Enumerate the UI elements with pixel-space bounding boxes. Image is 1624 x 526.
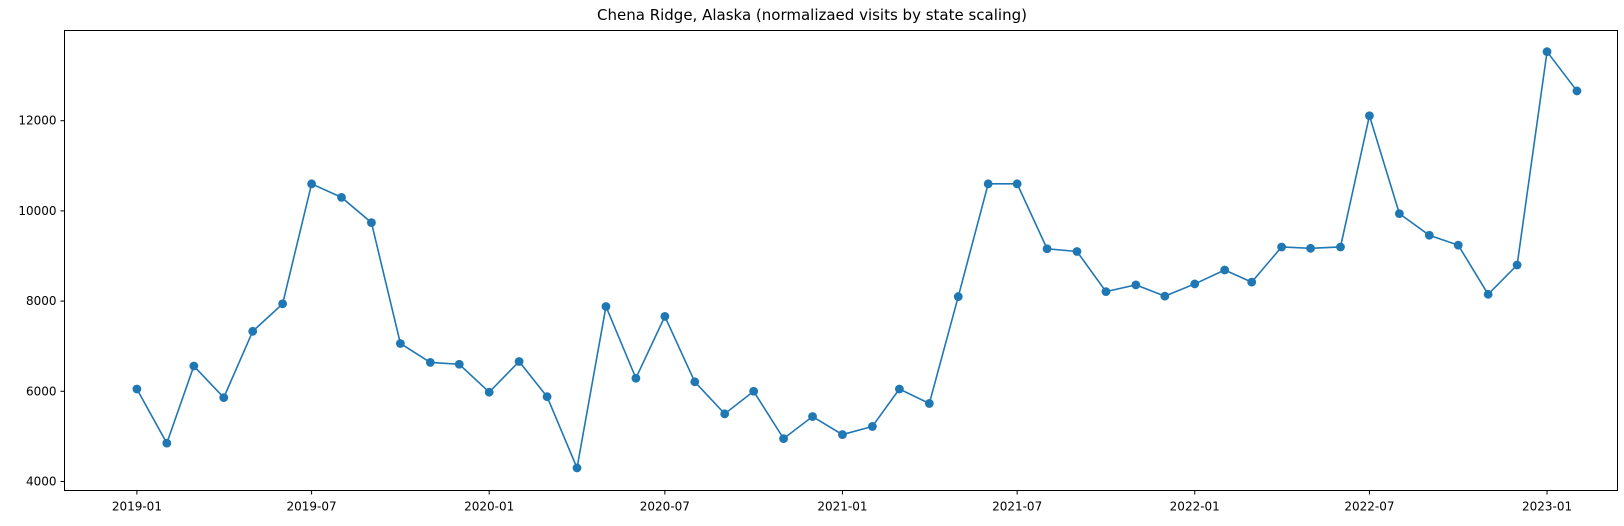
y-tick-label: 4000	[26, 474, 57, 488]
x-tick-label: 2020-01	[464, 500, 514, 514]
data-point	[1072, 247, 1082, 256]
data-point	[278, 299, 288, 309]
x-tick-label: 2022-07	[1344, 500, 1394, 514]
data-point	[1160, 291, 1170, 301]
data-point	[1277, 242, 1287, 252]
data-point	[395, 339, 405, 348]
data-point	[484, 387, 494, 397]
data-point	[542, 392, 552, 402]
data-point	[1572, 86, 1582, 96]
data-point	[1394, 209, 1404, 219]
x-tick-label: 2021-01	[817, 500, 867, 514]
data-point	[660, 312, 670, 321]
data-point	[894, 384, 904, 394]
data-point	[1220, 265, 1230, 275]
data-point	[514, 357, 524, 366]
y-tick-label: 10000	[18, 204, 56, 218]
data-point	[601, 302, 611, 311]
data-point	[1336, 242, 1345, 252]
chart-title: Chena Ridge, Alaska (normalizaed visits …	[597, 6, 1027, 24]
data-point	[953, 292, 963, 301]
data-point	[248, 326, 258, 336]
y-tick-label: 12000	[18, 114, 56, 128]
data-point	[1365, 111, 1374, 121]
x-tick-label: 2023-01	[1522, 500, 1572, 514]
series-line	[136, 49, 1578, 471]
y-tick-label: 8000	[26, 294, 57, 308]
data-point	[425, 358, 435, 367]
data-point	[924, 399, 934, 408]
data-point	[779, 434, 788, 444]
y-tick-label: 6000	[26, 384, 57, 398]
data-point	[690, 377, 700, 387]
data-point	[867, 422, 877, 431]
data-point	[1247, 277, 1257, 287]
data-point	[1012, 179, 1022, 189]
data-point	[1101, 287, 1111, 297]
data-point	[219, 393, 229, 402]
data-point	[454, 359, 464, 369]
x-tick-label: 2022-01	[1170, 500, 1220, 514]
x-tick-label: 2021-07	[992, 500, 1042, 514]
data-point	[132, 384, 142, 394]
data-point	[631, 373, 641, 383]
data-point	[1512, 260, 1522, 270]
data-point	[189, 361, 199, 371]
data-point	[1306, 243, 1315, 253]
plot-frame	[64, 30, 1618, 491]
data-point	[307, 179, 316, 189]
data-point	[1042, 244, 1052, 254]
data-point	[572, 463, 582, 473]
data-point	[749, 386, 759, 396]
data-point	[1483, 289, 1493, 299]
x-tick-label: 2019-07	[287, 500, 337, 514]
data-point	[1453, 240, 1463, 250]
data-point	[720, 409, 730, 419]
data-point	[1190, 279, 1200, 289]
data-point	[983, 179, 993, 189]
data-point	[1424, 230, 1434, 240]
x-tick-label: 2019-01	[112, 500, 162, 514]
x-tick-label: 2020-07	[640, 500, 690, 514]
data-point	[162, 438, 172, 448]
data-point	[367, 218, 376, 228]
data-point	[337, 192, 346, 202]
data-point	[808, 412, 817, 421]
data-point	[1542, 47, 1552, 57]
data-point	[1131, 280, 1141, 290]
data-point	[838, 430, 847, 439]
